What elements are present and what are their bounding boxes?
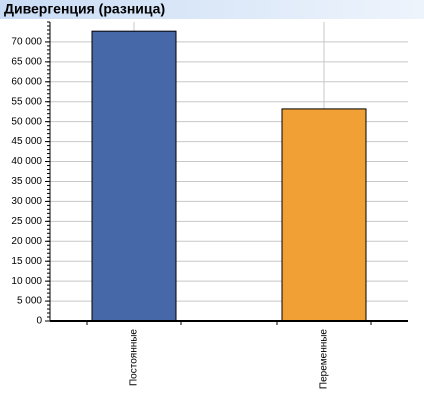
y-tick-label: 15 000	[11, 256, 42, 267]
y-tick-label: 45 000	[11, 136, 42, 147]
header-bar	[0, 0, 424, 19]
y-tick-label: 25 000	[11, 216, 42, 227]
chart-title: Дивергенция (разница)	[4, 1, 165, 17]
bar	[91, 30, 177, 322]
y-tick-label: 5 000	[17, 296, 42, 307]
y-tick-label: 55 000	[11, 96, 42, 107]
y-tick-label: 20 000	[11, 236, 42, 247]
x-tick-label: Переменные	[319, 329, 330, 390]
y-tick-label: 50 000	[11, 116, 42, 127]
y-tick-label: 30 000	[11, 196, 42, 207]
y-tick-label: 0	[36, 316, 42, 327]
y-tick-label: 70 000	[11, 37, 42, 48]
y-tick-label: 35 000	[11, 176, 42, 187]
bar	[281, 108, 367, 322]
x-tick-label: Постоянные	[129, 329, 140, 386]
y-tick-label: 10 000	[11, 276, 42, 287]
y-tick-label: 65 000	[11, 57, 42, 68]
y-tick-label: 40 000	[11, 156, 42, 167]
y-tick-label: 60 000	[11, 76, 42, 87]
